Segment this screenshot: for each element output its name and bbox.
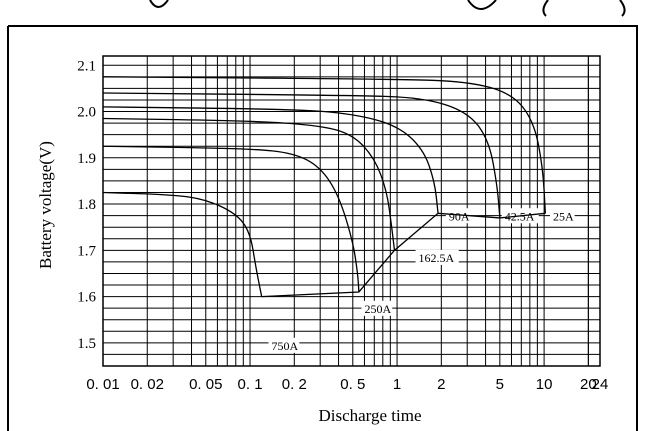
x-axis-label: Discharge time xyxy=(318,406,421,425)
x-tick-label: 0. 2 xyxy=(282,376,307,393)
y-tick-label: 2.1 xyxy=(77,58,96,74)
x-tick-label: 0. 1 xyxy=(238,376,263,393)
y-tick-label: 2.0 xyxy=(77,105,96,121)
y-axis-label: Battery voltage(V) xyxy=(36,141,55,269)
curve-label: 90A xyxy=(449,209,470,223)
curve-label-background xyxy=(445,208,471,224)
curve-label-background xyxy=(415,249,459,265)
x-tick-label: 5 xyxy=(496,376,504,393)
plot-area: 750A 250A 162.5A 90A 42.5A 25A 1.5 1.6 1.7 1.8 1.9… xyxy=(77,55,609,393)
curve-label-background xyxy=(268,337,300,353)
end-voltage-line xyxy=(261,212,546,298)
y-tick-label: 1.8 xyxy=(77,197,96,213)
x-tick-label: 0. 05 xyxy=(189,376,222,393)
plot-border xyxy=(102,55,601,367)
series-line xyxy=(102,92,501,218)
series-line xyxy=(102,191,263,297)
x-tick-label: 0. 02 xyxy=(131,376,164,393)
x-tick-label: 0. 01 xyxy=(86,376,119,393)
x-tick-label: 10 xyxy=(536,376,553,393)
series-line xyxy=(102,76,547,214)
curve-label: 250A xyxy=(364,302,391,316)
figure-frame xyxy=(7,25,638,431)
x-tick-label: 24 xyxy=(592,376,609,393)
y-tick-label: 1.6 xyxy=(77,290,96,306)
series-line xyxy=(102,117,396,251)
curve-label: 42.5A xyxy=(505,209,535,223)
curve-label: 750A xyxy=(272,339,299,353)
y-tick-label: 1.9 xyxy=(77,151,96,167)
curve-label: 162.5A xyxy=(419,251,455,265)
x-tick-label: 2 xyxy=(437,376,445,393)
cropped-heading-glyphs xyxy=(149,0,626,17)
x-tick-label: 0. 5 xyxy=(340,376,365,393)
curve-label: 25A xyxy=(553,209,574,223)
curve-label-background xyxy=(361,300,393,316)
y-tick-label: 1.7 xyxy=(77,243,96,259)
curve-label-background xyxy=(550,208,575,224)
series-line xyxy=(102,106,439,214)
series-line xyxy=(102,145,360,293)
y-tick-label: 1.5 xyxy=(77,336,96,352)
x-tick-label: 1 xyxy=(393,376,401,393)
x-tick-label: 20 xyxy=(580,376,597,393)
